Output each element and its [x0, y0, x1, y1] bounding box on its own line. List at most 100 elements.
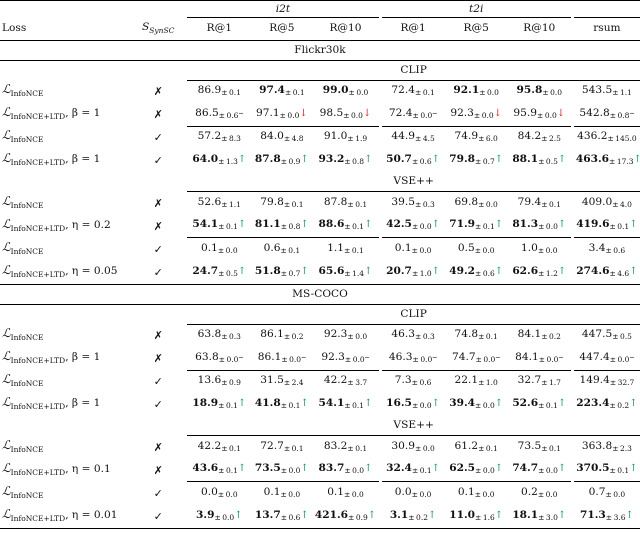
col-ssc: SSynSC [132, 17, 185, 41]
value-cell: 63.8± 0.0– [195, 350, 244, 364]
value-sd: 0.0 [225, 489, 238, 499]
value-sd: 0.1 [549, 443, 561, 453]
value-sd: 0.0 [419, 401, 432, 410]
no-change-icon: – [495, 351, 501, 363]
value-sd: 0.1 [485, 443, 498, 453]
col-i2t-r5: R@5 [251, 17, 313, 41]
value-mean: 46.3 [388, 350, 413, 363]
value-mean: 370.5 [576, 462, 610, 475]
value-cell: 92.3± 0.0 [323, 328, 368, 342]
arrow-up-icon: ↑ [300, 509, 309, 521]
value-sd: 0.0 [482, 489, 495, 499]
value-sd: 0.1 [617, 222, 630, 232]
value-sd: 0.1 [351, 245, 364, 255]
arrow-up-icon: ↑ [557, 265, 567, 277]
value-sd: 0.0 [226, 354, 239, 364]
value-sd: 1.7 [549, 378, 561, 388]
loss-cell: ℒInfoNCE+LTD, η = 0.1 [2, 460, 111, 477]
value-cell: 13.7± 0.6↑ [251, 504, 313, 529]
value-cell: 54.1± 0.1↑ [318, 397, 373, 410]
value-cell: 52.6± 0.1↑ [512, 397, 567, 410]
value-sd: 2.4 [291, 378, 304, 388]
value-cell: 44.9± 4.5 [381, 125, 445, 149]
check-icon: ✓ [153, 131, 163, 144]
table-row: ℒInfoNCE+LTD, η = 0.2 ✗ 54.1± 0.1↑ 81.1± 0.… [0, 215, 640, 238]
value-sd: 32.7 [617, 378, 635, 388]
value-sd: 0.8 [352, 157, 365, 166]
value-mean: 421.6 [314, 508, 349, 521]
col-t2i-r1: R@1 [381, 17, 445, 41]
value-cell: 149.4± 32.7 [573, 369, 640, 393]
value-cell: 64.0± 1.3↑ [192, 153, 247, 166]
value-cell: 363.8± 2.3 [581, 439, 632, 453]
loss-cell: ℒInfoNCE [2, 239, 44, 256]
value-mean: 0.0 [201, 485, 218, 498]
value-mean: 92.3 [323, 328, 348, 341]
value-mean: 88.6 [318, 218, 345, 231]
value-sd: 0.1 [291, 443, 304, 453]
value-sd: 0.1 [292, 88, 305, 98]
value-mean: 92.3 [450, 106, 474, 119]
value-sd: 2.5 [549, 134, 561, 144]
value-mean: 98.5 [319, 106, 344, 119]
value-cell: 0.5± 0.0 [444, 237, 508, 261]
results-table: i2t t2i Loss SSynSC R@1 R@5 R@10 R@1 R@5… [0, 0, 640, 529]
value-cell: 52.6± 1.1 [197, 195, 241, 209]
value-mean: 32.7 [517, 374, 542, 387]
value-cell: 39.5± 0.3 [391, 195, 435, 209]
cross-icon: ✗ [153, 85, 163, 98]
value-sd: 0.1 [485, 332, 498, 342]
value-sd: 0.5 [620, 332, 632, 342]
value-sd: 145.0 [615, 134, 637, 144]
value-mean: 1.1 [327, 241, 345, 254]
no-change-icon: – [364, 351, 370, 363]
value-cell: 86.5± 0.6– [195, 106, 244, 120]
value-cell: 0.0± 0.0 [381, 481, 445, 505]
value-sd: 0.0 [288, 466, 301, 476]
loss-cell: ℒInfoNCE [2, 372, 44, 388]
table-row: ℒInfoNCE ✓ 57.2± 8.3 84.0± 4.8 91.0± 1.9 44.9… [0, 125, 640, 149]
value-cell: 86.1± 0.2 [260, 328, 304, 342]
value-sd: 0.0 [544, 110, 557, 120]
col-t2i-r10: R@10 [507, 17, 571, 41]
table-row: ℒInfoNCE ✓ 0.0± 0.0 0.1± 0.0 0.1± 0.0 0.0± 0.… [0, 481, 640, 505]
value-mean: 93.2 [318, 153, 345, 165]
value-cell: 93.2± 0.8↑ [318, 153, 373, 166]
value-mean: 31.5 [260, 374, 284, 387]
value-sd: 0.2 [617, 401, 630, 410]
value-mean: 0.6 [263, 241, 281, 254]
value-sd: 1.2 [545, 268, 558, 278]
value-mean: 74.9 [454, 130, 479, 143]
value-mean: 64.0 [192, 153, 219, 165]
value-sd: 0.0 [617, 354, 630, 364]
arrow-up-icon: ↑ [364, 154, 373, 165]
table-row: ℒInfoNCE+LTD, η = 0.1 ✗ 43.6± 0.1↑ 73.5± 0.… [0, 459, 640, 482]
value-mean: 7.3 [394, 374, 412, 387]
value-sd: 0.0 [422, 443, 435, 453]
arrow-up-icon: ↑ [625, 509, 634, 521]
value-cell: 86.9± 0.1 [197, 84, 241, 98]
value-cell: 92.3± 0.0↓ [450, 106, 503, 120]
value-cell: 79.4± 0.1 [517, 195, 561, 209]
loss-cell: ℒInfoNCE+LTD, β = 1 [2, 349, 101, 365]
value-cell: 81.3± 0.0↑ [512, 218, 567, 232]
value-mean: 223.4 [576, 397, 610, 409]
value-sd: 1.0 [419, 268, 432, 278]
value-mean: 54.1 [318, 397, 345, 409]
value-mean: 3.1 [389, 508, 409, 521]
no-change-icon: – [238, 107, 244, 119]
value-mean: 39.4 [449, 397, 476, 409]
value-cell: 370.5± 0.1↑ [576, 462, 638, 476]
value-sd: 1.0 [485, 378, 498, 388]
value-mean: 81.3 [512, 218, 539, 231]
value-sd: 0.3 [229, 332, 241, 342]
value-sd: 0.1 [225, 222, 238, 232]
value-cell: 71.9± 0.1↑ [449, 218, 504, 232]
arrow-up-icon: ↑ [557, 509, 567, 521]
value-cell: 13.6± 0.9 [187, 369, 252, 393]
value-cell: 95.9± 0.0↓ [513, 106, 566, 120]
value-cell: 87.8± 0.9↑ [254, 153, 309, 166]
value-sd: 0.2 [416, 512, 428, 522]
arrow-up-icon: ↑ [237, 265, 247, 277]
cross-icon: ✗ [153, 108, 163, 121]
